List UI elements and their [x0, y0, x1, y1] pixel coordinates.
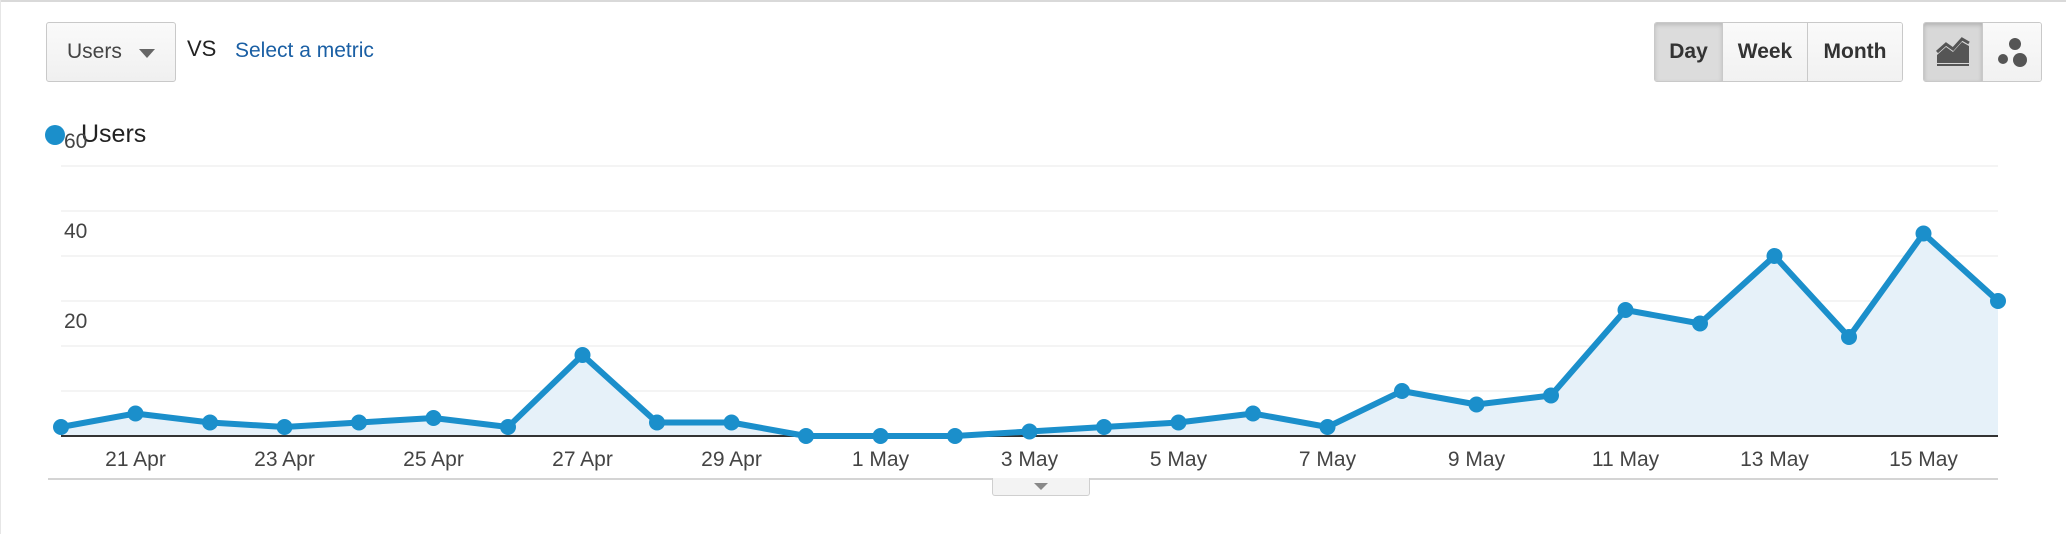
x-tick-label: 23 Apr: [254, 448, 315, 471]
data-point: [500, 419, 516, 435]
data-point: [947, 428, 963, 444]
x-tick-label: 9 May: [1448, 448, 1506, 471]
x-tick-label: 3 May: [1001, 448, 1059, 471]
data-point: [1692, 316, 1708, 332]
y-tick-label: 20: [64, 310, 87, 333]
x-tick-label: 7 May: [1299, 448, 1357, 471]
caret-down-icon: [1034, 483, 1048, 490]
data-point: [1767, 248, 1783, 264]
data-point: [1469, 397, 1485, 413]
series-area: [61, 234, 1998, 437]
x-tick-label: 5 May: [1150, 448, 1208, 471]
y-tick-label: 60: [64, 130, 87, 153]
x-tick-label: 15 May: [1889, 448, 1958, 471]
data-point: [277, 419, 293, 435]
data-point: [1543, 388, 1559, 404]
data-point: [1916, 226, 1932, 242]
data-point: [1022, 424, 1038, 440]
x-tick-label: 21 Apr: [105, 448, 166, 471]
data-point: [575, 347, 591, 363]
x-tick-label: 25 Apr: [403, 448, 464, 471]
data-point: [873, 428, 889, 444]
data-point: [128, 406, 144, 422]
data-point: [53, 419, 69, 435]
data-point: [1618, 302, 1634, 318]
x-tick-label: 29 Apr: [701, 448, 762, 471]
data-point: [1096, 419, 1112, 435]
data-point: [1320, 419, 1336, 435]
data-point: [202, 415, 218, 431]
data-point: [1841, 329, 1857, 345]
expand-chart-tab[interactable]: [992, 478, 1090, 496]
y-tick-label: 40: [64, 220, 87, 243]
data-point: [426, 410, 442, 426]
x-tick-label: 27 Apr: [552, 448, 613, 471]
x-tick-label: 11 May: [1592, 448, 1660, 471]
data-point: [1171, 415, 1187, 431]
data-point: [1394, 383, 1410, 399]
data-point: [351, 415, 367, 431]
data-point: [1245, 406, 1261, 422]
data-point: [1990, 293, 2006, 309]
x-tick-label: 1 May: [852, 448, 910, 471]
data-point: [798, 428, 814, 444]
data-point: [724, 415, 740, 431]
x-tick-label: 13 May: [1740, 448, 1809, 471]
data-point: [649, 415, 665, 431]
